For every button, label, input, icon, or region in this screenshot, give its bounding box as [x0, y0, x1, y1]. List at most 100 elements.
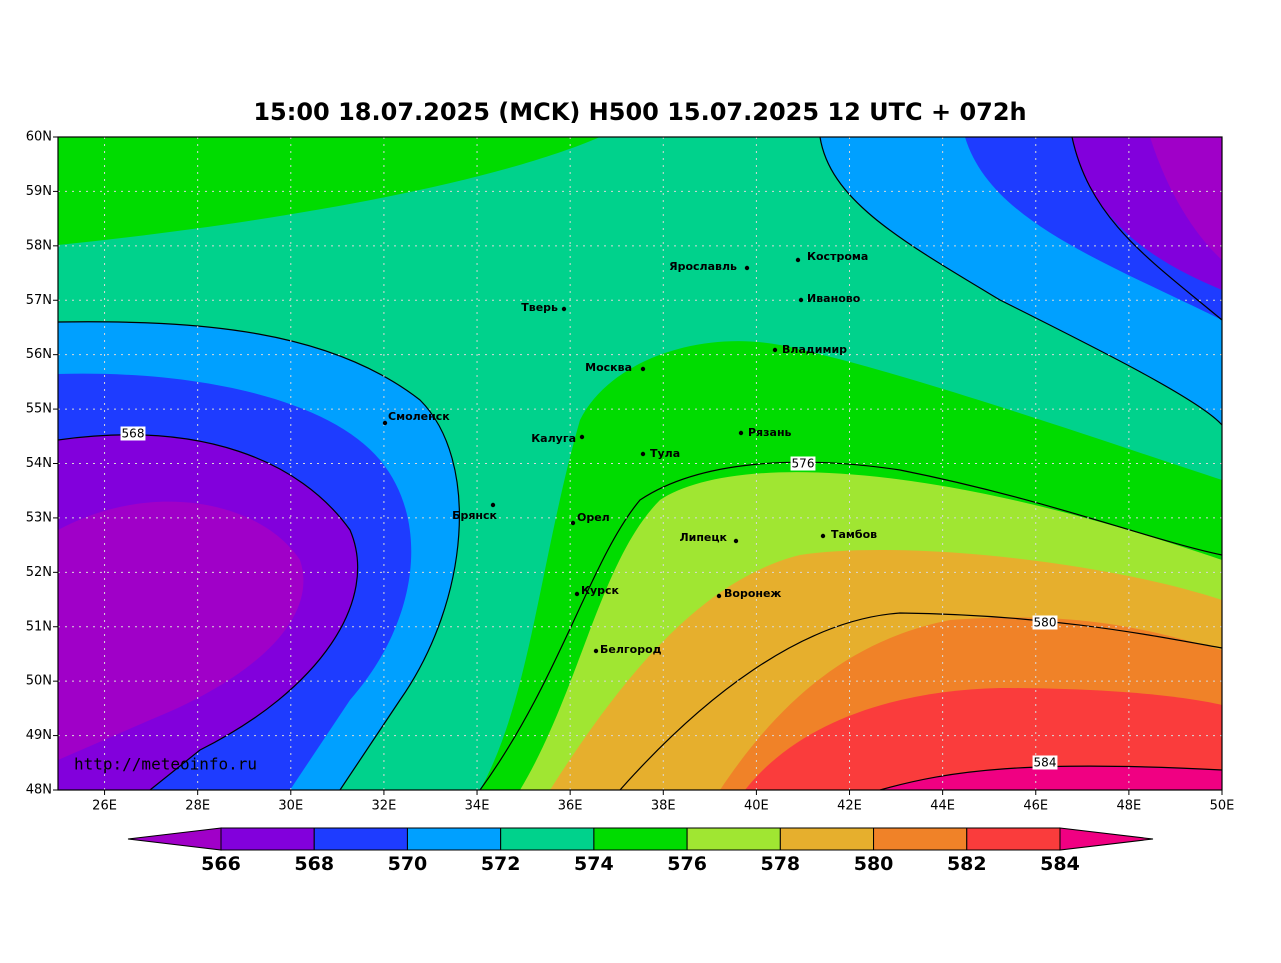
- city-label: Владимир: [782, 343, 847, 356]
- city-dot: [733, 538, 739, 544]
- lon-tick-label: 26E: [92, 799, 117, 814]
- city-dot: [716, 593, 722, 599]
- lon-tick-label: 46E: [1023, 799, 1048, 814]
- city-label: Воронеж: [724, 587, 781, 600]
- colorbar-box: [779, 827, 875, 851]
- city-label: Кострома: [807, 250, 868, 263]
- city-dot: [593, 648, 599, 654]
- contour-label: 568: [122, 427, 145, 441]
- city-dot: [640, 451, 646, 457]
- city-dot: [579, 434, 585, 440]
- contour-line: [479, 461, 1222, 790]
- colorbar-label: 578: [760, 853, 800, 875]
- credit: http://meteoinfo.ru: [74, 755, 257, 774]
- lat-tick-label: 48N: [26, 783, 52, 798]
- city-label: Тамбов: [831, 528, 877, 541]
- city-label: Смоленск: [388, 410, 450, 423]
- lat-tick-label: 55N: [26, 402, 52, 417]
- city-dot: [382, 420, 388, 426]
- colorbar-box: [873, 827, 968, 851]
- lon-tick-label: 36E: [558, 799, 583, 814]
- city-label: Иваново: [807, 292, 861, 305]
- city-label: Курск: [581, 584, 620, 597]
- contour-line: [819, 137, 1222, 426]
- contour-line: [58, 321, 460, 790]
- colorbar-label: 570: [388, 853, 428, 875]
- city-dot: [640, 366, 646, 372]
- city-label: Орел: [577, 511, 610, 524]
- contour-label: 580: [1034, 616, 1057, 630]
- city-dot: [820, 533, 826, 539]
- lon-tick-label: 42E: [837, 799, 862, 814]
- contour-label-box: [1032, 755, 1058, 770]
- lat-tick-label: 49N: [26, 728, 52, 743]
- city-label: Липецк: [679, 531, 727, 544]
- colorbar-box: [406, 827, 502, 851]
- lat-tick-label: 58N: [26, 238, 52, 253]
- colorbar-box: [313, 827, 408, 851]
- band-low: [1150, 137, 1222, 260]
- city-dot: [795, 257, 801, 263]
- colorbar-box: [500, 827, 595, 851]
- lon-tick-label: 28E: [185, 799, 210, 814]
- city-label: Белгород: [600, 643, 662, 656]
- lat-tick-label: 56N: [26, 347, 52, 362]
- lat-tick-label: 53N: [26, 510, 52, 525]
- lat-tick-label: 59N: [26, 184, 52, 199]
- city-dot: [574, 591, 580, 597]
- city-dot: [490, 502, 496, 508]
- contour-label-box: [790, 456, 816, 471]
- colorbar-label: 584: [1040, 853, 1080, 875]
- lat-tick-label: 57N: [26, 293, 52, 308]
- lon-tick-label: 40E: [744, 799, 769, 814]
- colorbar-arrow: [1059, 827, 1154, 851]
- colorbar-box: [220, 827, 315, 851]
- colorbar-label: 566: [201, 853, 241, 875]
- band-584: [880, 766, 1222, 790]
- colorbar-label: 580: [854, 853, 894, 875]
- lon-tick-label: 34E: [465, 799, 490, 814]
- city-dot: [772, 347, 778, 353]
- colorbar-label: 582: [947, 853, 987, 875]
- city-label: Рязань: [748, 426, 792, 439]
- contour-label: 584: [1034, 756, 1057, 770]
- city-label: Тверь: [521, 301, 558, 314]
- contour-line: [619, 612, 1222, 790]
- lon-tick-label: 38E: [651, 799, 676, 814]
- city-label: Ярославль: [669, 260, 737, 273]
- grid: [58, 137, 1222, 790]
- contour-line: [58, 434, 359, 790]
- colorbar-label: 574: [574, 853, 614, 875]
- lat-tick-label: 52N: [26, 565, 52, 580]
- contour-line: [1071, 137, 1222, 321]
- city-dot: [561, 306, 567, 312]
- lat-tick-label: 60N: [26, 130, 52, 145]
- colorbar-box: [686, 827, 781, 851]
- lon-tick-label: 32E: [372, 799, 397, 814]
- contour-label-box: [1032, 615, 1058, 630]
- lon-tick-label: 30E: [278, 799, 303, 814]
- band-582: [745, 688, 1222, 790]
- city-dot: [738, 430, 744, 436]
- city-dot: [798, 297, 804, 303]
- lat-tick-label: 54N: [26, 456, 52, 471]
- contour-line: [879, 765, 1222, 790]
- band-low: [58, 501, 304, 760]
- colorbar-label: 572: [481, 853, 521, 875]
- colorbar-box: [966, 827, 1061, 851]
- city-label: Москва: [585, 361, 632, 374]
- colorbar-label: 568: [294, 853, 334, 875]
- contour-label: 576: [792, 457, 815, 471]
- city-label: Тула: [650, 447, 680, 460]
- lat-tick-label: 50N: [26, 674, 52, 689]
- city-label: Калуга: [531, 432, 576, 445]
- colorbar-box: [593, 827, 688, 851]
- city-dot: [744, 265, 750, 271]
- lat-tick-label: 51N: [26, 619, 52, 634]
- lon-tick-label: 44E: [930, 799, 955, 814]
- lon-tick-label: 50E: [1210, 799, 1235, 814]
- lon-tick-label: 48E: [1116, 799, 1141, 814]
- city-dot: [570, 520, 576, 526]
